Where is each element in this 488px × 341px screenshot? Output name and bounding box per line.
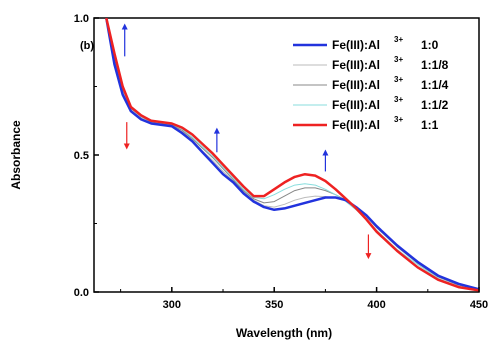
legend-label: Fe(III):Al — [332, 58, 380, 72]
y-axis-ticks: 0.0 0.5 1.0 — [74, 13, 99, 299]
legend-label: Fe(III):Al — [332, 38, 380, 52]
legend-superscript: 3+ — [394, 75, 403, 84]
series-layer — [105, 18, 479, 292]
legend-superscript: 3+ — [394, 55, 403, 64]
legend-ratio: 1:0 — [421, 38, 439, 52]
legend-superscript: 3+ — [394, 95, 403, 104]
series-line-1 — [105, 18, 479, 291]
y-tick-label: 0.0 — [74, 287, 89, 299]
legend-item: Fe(III):Al 3+ 1:1/8 — [293, 55, 449, 72]
y-tick-label: 1.0 — [74, 13, 89, 25]
y-axis-title: Absorbance — [9, 120, 23, 190]
x-tick-label: 300 — [163, 299, 181, 311]
legend-superscript: 3+ — [394, 115, 403, 124]
legend: Fe(III):Al 3+ 1:0Fe(III):Al 3+ 1:1/8Fe(III):… — [293, 35, 449, 132]
x-tick-label: 350 — [265, 299, 283, 311]
change-arrow-4 — [322, 149, 329, 172]
change-arrow-1 — [121, 23, 128, 57]
legend-item: Fe(III):Al 3+ 1:1 — [293, 115, 439, 132]
x-tick-label: 400 — [367, 299, 385, 311]
x-axis-ticks: 300 350 400 450 — [120, 287, 488, 311]
legend-ratio: 1:1 — [421, 118, 439, 132]
legend-item: Fe(III):Al 3+ 1:1/2 — [293, 95, 449, 112]
change-arrow-2 — [123, 122, 130, 150]
legend-item: Fe(III):Al 3+ 1:0 — [293, 35, 439, 52]
x-axis-title: Wavelength (nm) — [236, 326, 332, 340]
legend-superscript: 3+ — [394, 35, 403, 44]
legend-item: Fe(III):Al 3+ 1:1/4 — [293, 75, 449, 92]
arrow-layer — [121, 23, 372, 260]
legend-ratio: 1:1/4 — [421, 78, 449, 92]
legend-ratio: 1:1/8 — [421, 58, 449, 72]
y-tick-label: 0.5 — [74, 150, 89, 162]
change-arrow-5 — [365, 234, 372, 260]
series-line-5 — [105, 18, 479, 292]
change-arrow-3 — [213, 127, 220, 153]
panel-label: (b) — [80, 40, 94, 52]
legend-label: Fe(III):Al — [332, 98, 380, 112]
legend-label: Fe(III):Al — [332, 78, 380, 92]
legend-ratio: 1:1/2 — [421, 98, 449, 112]
legend-label: Fe(III):Al — [332, 118, 380, 132]
x-tick-label: 450 — [470, 299, 488, 311]
